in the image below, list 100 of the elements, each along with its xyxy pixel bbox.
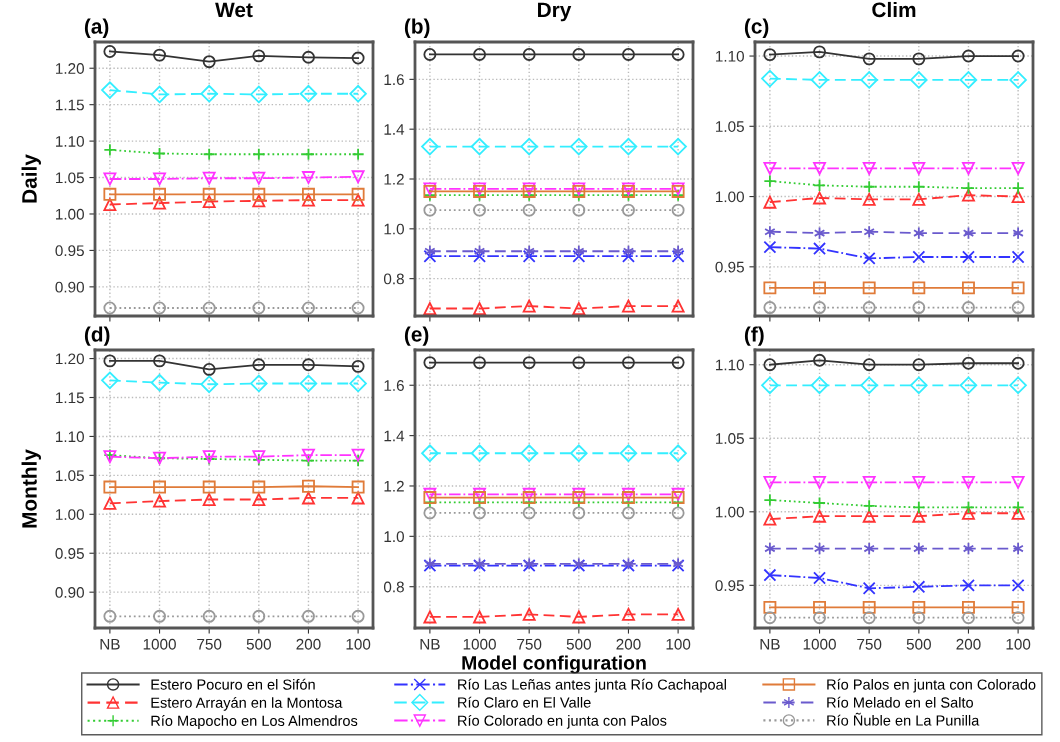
- point: [763, 174, 777, 188]
- y-tick-label: 1.10: [716, 359, 744, 371]
- y-tick-label: 1.6: [384, 74, 404, 86]
- point: [153, 187, 166, 201]
- point: [252, 480, 266, 494]
- point: [813, 600, 826, 614]
- point: [150, 85, 169, 104]
- point: [1011, 500, 1025, 514]
- point: [1011, 356, 1025, 370]
- y-tick-label: 1.2: [384, 480, 404, 492]
- point: [522, 356, 536, 370]
- point: [813, 281, 826, 295]
- point: [473, 188, 486, 202]
- point: [522, 203, 536, 217]
- y-tick-label: 0.90: [55, 587, 84, 598]
- point: [302, 479, 315, 493]
- point: [250, 85, 268, 104]
- point: [153, 172, 166, 186]
- point: [423, 506, 437, 520]
- point: [351, 301, 365, 315]
- point: [962, 49, 975, 63]
- point: [622, 299, 635, 313]
- point: [252, 301, 266, 315]
- point: [302, 358, 315, 372]
- point: [962, 500, 975, 514]
- point: [671, 203, 685, 217]
- point: [862, 611, 876, 625]
- y-tick-label: 1.15: [56, 392, 84, 404]
- point: [810, 71, 829, 89]
- point: [473, 506, 486, 520]
- point: [202, 363, 216, 376]
- point: [153, 301, 166, 315]
- point: [423, 47, 437, 61]
- point: [351, 170, 365, 184]
- point: [671, 491, 685, 505]
- point: [862, 301, 876, 315]
- point: [522, 487, 536, 501]
- point: [473, 203, 486, 217]
- point: [619, 444, 638, 463]
- point: [299, 374, 318, 393]
- point: [153, 48, 166, 62]
- point: [763, 162, 777, 175]
- x-tick-label: 100: [346, 638, 371, 650]
- point: [622, 506, 635, 520]
- point: [912, 250, 926, 264]
- point: [302, 50, 315, 64]
- point: [1011, 600, 1025, 614]
- point: [860, 376, 878, 395]
- point: [522, 249, 536, 263]
- y-tick-label: 1.0: [384, 223, 404, 235]
- point: [912, 192, 926, 206]
- legend-label: Río Colorado en junta con Palos: [458, 714, 667, 729]
- point: [351, 147, 365, 161]
- point: [763, 611, 777, 625]
- x-axis-title: Model configuration: [462, 655, 646, 674]
- point: [912, 611, 926, 625]
- point: [959, 376, 978, 395]
- point: [813, 475, 826, 489]
- point: [473, 491, 486, 505]
- legend-label: Río Melado en el Salto: [827, 696, 974, 708]
- point: [962, 181, 975, 195]
- x-tick-label: NB: [760, 638, 780, 650]
- point: [570, 137, 588, 156]
- point: [962, 475, 975, 489]
- point: [470, 137, 489, 156]
- point: [1011, 506, 1025, 520]
- y-tick-label: 1.15: [56, 99, 84, 111]
- point: [912, 52, 926, 66]
- point: [863, 225, 875, 239]
- point: [252, 187, 266, 201]
- point: [1012, 226, 1024, 240]
- point: [1011, 162, 1025, 175]
- point: [302, 171, 315, 185]
- point: [572, 356, 586, 370]
- point: [522, 491, 536, 505]
- point: [473, 244, 486, 258]
- point: [473, 356, 486, 370]
- y-tick-label: 0.90: [55, 281, 84, 293]
- legend-label: Río Las Leñas antes junta Río Cachapoal: [458, 678, 726, 693]
- text: (b): [404, 18, 430, 38]
- x-tick-label: 500: [246, 638, 271, 650]
- y-axis-title: Monthly: [21, 449, 41, 528]
- point: [202, 195, 216, 209]
- point: [962, 600, 975, 614]
- point: [622, 607, 635, 621]
- point: [813, 162, 826, 175]
- point: [351, 359, 365, 373]
- point: [572, 610, 586, 624]
- point: [862, 581, 876, 595]
- point: [351, 491, 365, 505]
- x-tick-label: 750: [197, 638, 222, 650]
- point: [573, 244, 585, 258]
- point: [299, 84, 318, 103]
- y-tick-label: 1.20: [56, 63, 84, 74]
- point: [913, 542, 925, 556]
- point: [1011, 301, 1025, 315]
- point: [959, 71, 978, 89]
- point: [912, 500, 926, 514]
- y-tick-label: 0.8: [383, 581, 404, 593]
- legend-label: Estero Arrayán en la Montosa: [151, 696, 343, 711]
